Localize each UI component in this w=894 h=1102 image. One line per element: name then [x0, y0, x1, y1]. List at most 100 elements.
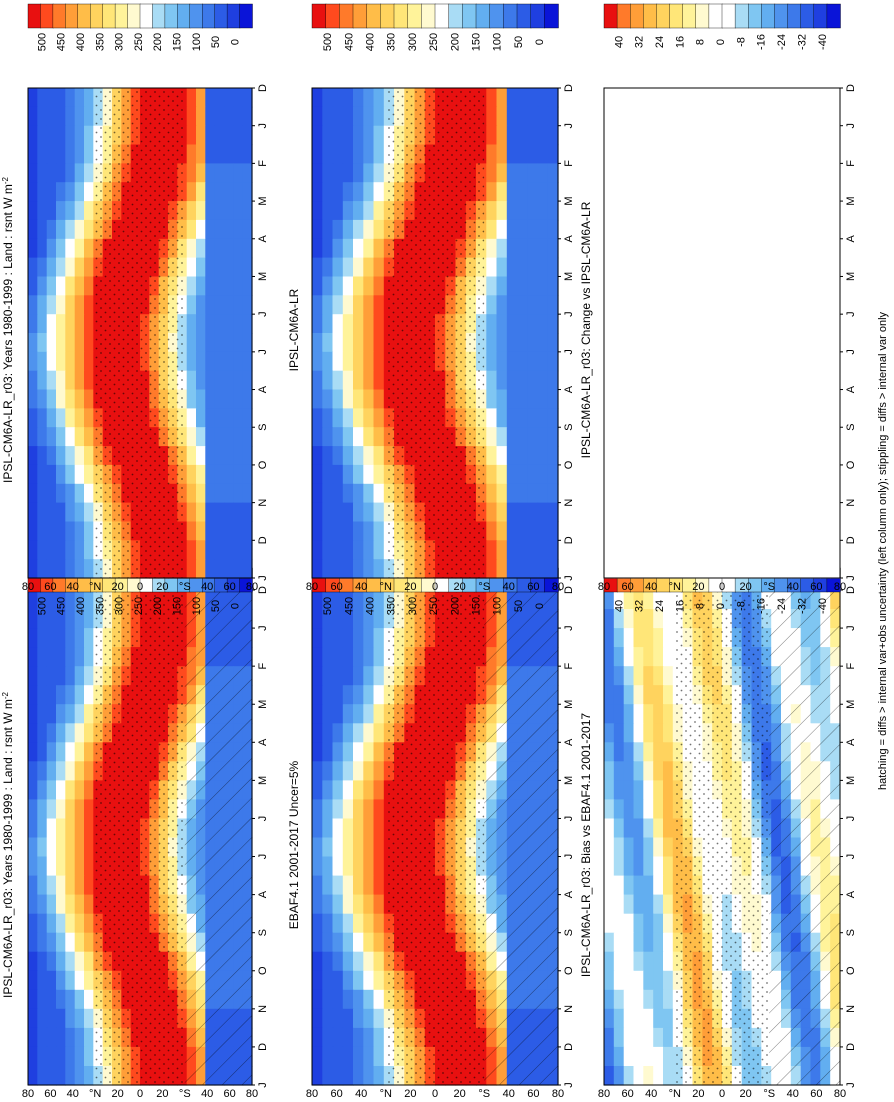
- heat-cell: [74, 144, 85, 164]
- month-tick-label: A: [563, 385, 575, 393]
- lat-tick-label: 60: [330, 1088, 342, 1100]
- heat-cell: [613, 446, 625, 466]
- heat-cell: [537, 559, 549, 579]
- heat-cell: [663, 780, 674, 800]
- heat-cell: [37, 314, 48, 334]
- heat-cell: [233, 182, 244, 202]
- heat-cell: [790, 238, 802, 259]
- heat-cell: [186, 88, 197, 108]
- heat-cell: [527, 464, 539, 485]
- heat-cell: [196, 238, 206, 259]
- heat-cell: [496, 408, 508, 428]
- heat-cell: [692, 314, 703, 334]
- colorbar-tick-label: 350: [386, 597, 398, 615]
- heat-cell: [363, 856, 375, 877]
- heat-cell: [312, 970, 323, 991]
- lat-tick-label: 20: [156, 581, 168, 593]
- lat-tick-label: 60: [810, 1088, 822, 1100]
- heat-cell: [781, 238, 792, 259]
- heat-cell: [353, 647, 364, 667]
- heat-cell: [214, 276, 225, 296]
- heat-cell: [604, 647, 615, 667]
- heat-cell: [682, 559, 694, 579]
- heat-cell: [643, 856, 654, 877]
- heat-cell: [56, 257, 66, 277]
- heat-cell: [342, 389, 354, 409]
- month-tick-label: J: [257, 311, 269, 317]
- heat-cell: [342, 856, 354, 877]
- heat-cell: [751, 106, 762, 127]
- heat-cell: [37, 219, 48, 240]
- lat-tick-label: 20: [453, 581, 465, 593]
- heat-cell: [322, 351, 334, 372]
- month-tick-label: J: [257, 816, 269, 822]
- heat-cell: [363, 427, 375, 447]
- heat-cell: [810, 389, 821, 409]
- heat-cell: [84, 799, 94, 819]
- month-tick-label: M: [563, 776, 575, 785]
- heat-cell: [74, 295, 85, 315]
- heat-cell: [623, 446, 635, 466]
- heat-cell: [623, 609, 635, 629]
- heat-cell: [633, 464, 644, 485]
- heat-cell: [65, 219, 76, 240]
- month-tick-label: A: [845, 234, 857, 242]
- heat-cell: [332, 818, 344, 839]
- heat-cell: [771, 88, 782, 108]
- heat-cell: [363, 780, 375, 800]
- heat-cell: [712, 163, 723, 183]
- heat-cell: [830, 351, 841, 372]
- heat-cell: [517, 182, 528, 202]
- heat-cell: [28, 314, 38, 334]
- heat-cell: [702, 238, 713, 259]
- heat-cell: [322, 704, 334, 724]
- heat-cell: [663, 144, 674, 164]
- heat-cell: [781, 125, 792, 146]
- heat-cell: [84, 666, 94, 686]
- heat-cell: [363, 970, 375, 991]
- heat-cell: [363, 408, 375, 428]
- heat-cell: [205, 483, 216, 504]
- heat-cell: [517, 446, 528, 466]
- heat-cell: [663, 182, 674, 202]
- heat-cell: [353, 333, 364, 353]
- heat-cell: [731, 464, 743, 485]
- heat-cell: [604, 144, 615, 164]
- heat-cell: [496, 559, 508, 579]
- lat-tick-label: 0: [719, 1088, 725, 1100]
- heat-cell: [761, 389, 772, 409]
- heat-cell: [496, 88, 508, 108]
- heat-cell: [28, 163, 38, 183]
- heat-cell: [810, 483, 821, 504]
- heat-cell: [830, 389, 841, 409]
- month-tick-label: D: [257, 1043, 269, 1051]
- heat-cell: [486, 182, 498, 202]
- heat-cell: [373, 951, 385, 972]
- heat-cell: [800, 351, 812, 372]
- heat-cell: [332, 590, 344, 610]
- heat-cell: [322, 427, 334, 447]
- heat-cell: [37, 446, 48, 466]
- heat-cell: [604, 540, 615, 560]
- heat-cell: [604, 446, 615, 466]
- lat-tick-label: 60: [621, 581, 633, 593]
- heat-cell: [781, 446, 792, 466]
- heat-cell: [613, 951, 625, 972]
- heat-cell: [353, 913, 364, 934]
- heat-cell: [46, 559, 57, 579]
- heat-cell: [604, 257, 615, 277]
- heat-cell: [363, 818, 375, 839]
- heat-cell: [65, 106, 76, 127]
- heat-cell: [702, 540, 713, 560]
- heat-cell: [761, 464, 772, 485]
- heat-cell: [496, 219, 508, 240]
- heat-cell: [761, 125, 772, 146]
- heat-cell: [496, 182, 508, 202]
- heat-cell: [28, 590, 38, 610]
- heat-cell: [373, 351, 385, 372]
- colorbar-tick-label: 400: [365, 597, 377, 615]
- heat-cell: [613, 295, 625, 315]
- heat-cell: [643, 704, 654, 724]
- heat-cell: [196, 483, 206, 504]
- heat-cell: [28, 427, 38, 447]
